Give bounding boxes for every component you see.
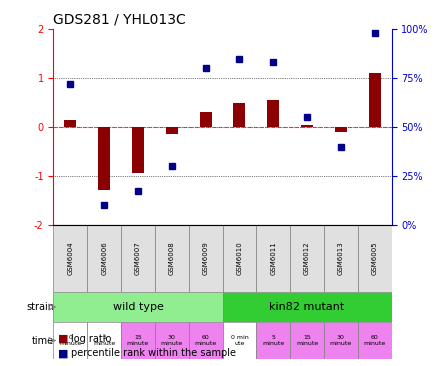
FancyBboxPatch shape: [53, 292, 222, 322]
FancyBboxPatch shape: [155, 225, 189, 292]
FancyBboxPatch shape: [222, 225, 256, 292]
Bar: [267, 100, 279, 127]
Text: GDS281 / YHL013C: GDS281 / YHL013C: [53, 13, 186, 27]
Text: GSM6012: GSM6012: [304, 241, 310, 275]
FancyBboxPatch shape: [121, 225, 155, 292]
Bar: [98, 127, 110, 190]
FancyBboxPatch shape: [87, 322, 121, 359]
FancyBboxPatch shape: [256, 322, 290, 359]
Bar: [65, 120, 76, 127]
Text: GSM6010: GSM6010: [236, 241, 243, 275]
Text: GSM6005: GSM6005: [372, 241, 378, 275]
Text: log ratio: log ratio: [71, 333, 112, 344]
FancyBboxPatch shape: [121, 322, 155, 359]
Text: GSM6004: GSM6004: [67, 241, 73, 275]
FancyBboxPatch shape: [358, 322, 392, 359]
Text: GSM6007: GSM6007: [135, 241, 141, 275]
Text: 0
minute: 0 minute: [59, 335, 81, 346]
FancyBboxPatch shape: [290, 322, 324, 359]
FancyBboxPatch shape: [324, 322, 358, 359]
FancyBboxPatch shape: [189, 322, 222, 359]
Text: 15
minute: 15 minute: [296, 335, 318, 346]
Bar: [132, 127, 144, 173]
Bar: [369, 73, 380, 127]
Text: 60
minute: 60 minute: [194, 335, 217, 346]
Text: kin82 mutant: kin82 mutant: [269, 302, 345, 312]
Text: ■: ■: [58, 348, 69, 358]
FancyBboxPatch shape: [290, 225, 324, 292]
Bar: [234, 102, 245, 127]
Text: GSM6008: GSM6008: [169, 241, 175, 275]
Bar: [301, 124, 313, 127]
Text: ■: ■: [58, 333, 69, 344]
Text: GSM6009: GSM6009: [202, 241, 209, 275]
FancyBboxPatch shape: [87, 225, 121, 292]
FancyBboxPatch shape: [53, 322, 87, 359]
Text: GSM6006: GSM6006: [101, 241, 107, 275]
Bar: [335, 127, 347, 132]
Bar: [200, 112, 211, 127]
Text: 5
minute: 5 minute: [262, 335, 284, 346]
FancyBboxPatch shape: [155, 322, 189, 359]
Text: 15
minute: 15 minute: [127, 335, 149, 346]
Text: 30
minute: 30 minute: [161, 335, 183, 346]
Text: 60
minute: 60 minute: [364, 335, 386, 346]
Bar: [166, 127, 178, 134]
FancyBboxPatch shape: [324, 225, 358, 292]
FancyBboxPatch shape: [358, 225, 392, 292]
FancyBboxPatch shape: [189, 225, 222, 292]
Text: wild type: wild type: [113, 302, 163, 312]
Text: percentile rank within the sample: percentile rank within the sample: [71, 348, 236, 358]
FancyBboxPatch shape: [256, 225, 290, 292]
Text: 0 min
ute: 0 min ute: [231, 335, 248, 346]
Text: strain: strain: [26, 302, 54, 312]
Text: 5
minute: 5 minute: [93, 335, 115, 346]
Text: GSM6011: GSM6011: [270, 241, 276, 275]
FancyBboxPatch shape: [222, 292, 392, 322]
Text: time: time: [32, 336, 54, 346]
FancyBboxPatch shape: [222, 322, 256, 359]
Text: GSM6013: GSM6013: [338, 241, 344, 275]
Text: 30
minute: 30 minute: [330, 335, 352, 346]
FancyBboxPatch shape: [53, 225, 87, 292]
